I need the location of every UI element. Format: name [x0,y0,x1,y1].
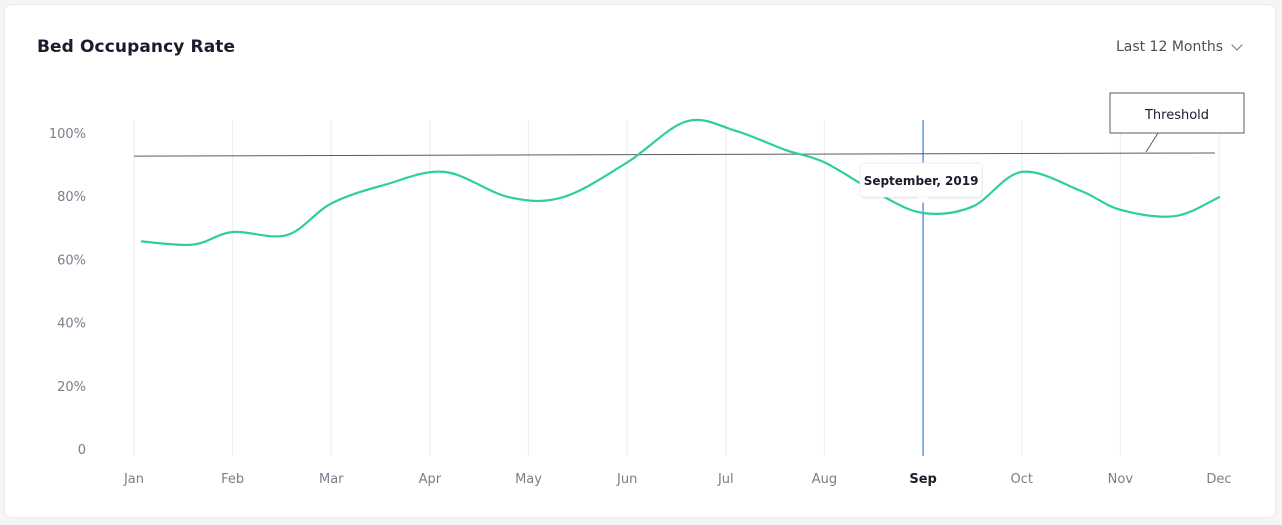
x-tick-label-aug: Aug [812,472,837,487]
y-tick-label: 80% [57,190,86,205]
card-title: Bed Occupancy Rate [37,37,236,57]
threshold-callout: Threshold [1109,92,1245,153]
y-tick-label: 20% [57,380,86,395]
x-tick-label-apr: Apr [419,472,442,487]
x-axis: Jan Feb Mar Apr May Jun Jul Aug Sep Oct Nov Dec [123,472,1232,487]
y-tick-label: 60% [57,253,86,268]
x-tick-label-feb: Feb [221,472,244,487]
x-tick-label-nov: Nov [1108,472,1134,487]
x-tick-label-dec: Dec [1206,472,1231,487]
range-select-label: Last 12 Months [1115,39,1223,55]
series-layer [140,118,1221,247]
x-tick-label-may: May [515,472,542,487]
tooltip-pointer [917,197,930,203]
x-tick-label-oct: Oct [1010,472,1032,487]
threshold-label: Threshold [1144,108,1209,123]
y-tick-label: 100% [49,127,86,142]
x-tick-label-mar: Mar [319,472,344,487]
threshold-label-box [1109,92,1245,134]
grid-lines [133,120,1220,456]
range-select-dropdown[interactable]: Last 12 Months [1115,38,1243,55]
series-line-0 [140,118,1221,247]
threshold-leader-line [1145,132,1159,153]
y-tick-label: 40% [57,317,86,332]
bed-occupancy-card: Bed Occupancy Rate Last 12 Months [4,4,1276,518]
y-axis: 0 20% 40% 60% 80% 100% [49,127,86,458]
threshold-line-group [133,152,1216,157]
tooltip: September, 2019 [859,162,984,203]
x-tick-label-jul: Jul [717,472,734,487]
y-tick-label: 0 [78,443,86,458]
x-tick-label-sep: Sep [909,472,937,487]
x-tick-label-jun: Jun [616,472,637,487]
tooltip-label: September, 2019 [864,174,979,188]
threshold-line [133,152,1216,157]
x-tick-label-jan: Jan [123,472,144,487]
